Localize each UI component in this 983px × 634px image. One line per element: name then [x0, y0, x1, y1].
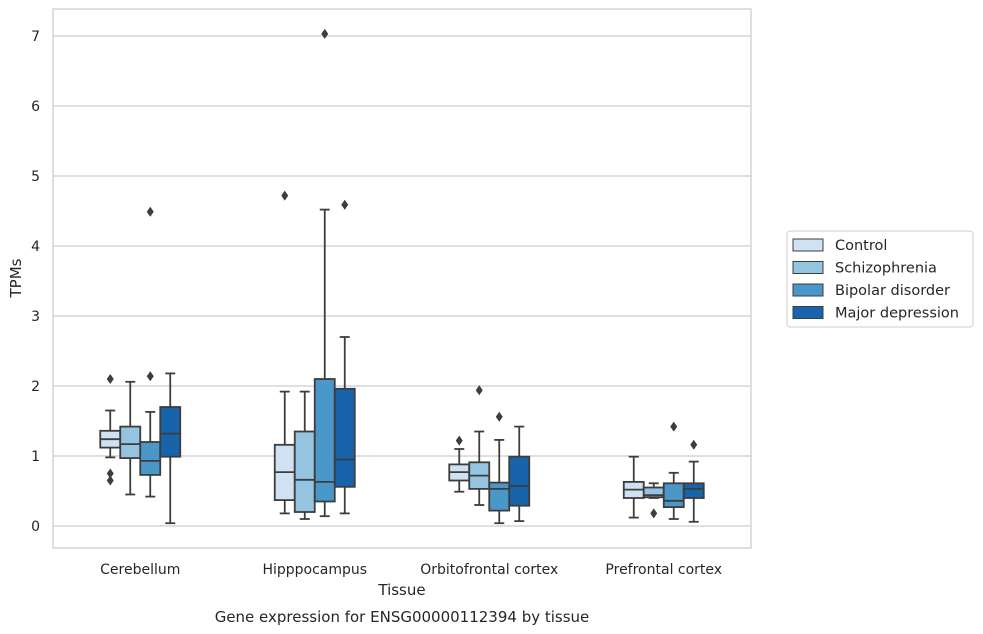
x-tick-labels: Cerebellum Hipppocampus Orbitofrontal cort…	[100, 562, 722, 578]
y-tick-label: 1	[31, 449, 40, 465]
iqr-box	[662, 482, 685, 508]
y-tick-label: 5	[31, 169, 40, 185]
x-axis-label: Tissue	[377, 581, 425, 599]
outlier-point	[106, 475, 114, 486]
x-tick-label: Prefrontal cortex	[605, 562, 722, 578]
legend-swatch	[792, 306, 824, 319]
legend-swatch	[792, 261, 824, 274]
plot-background	[53, 9, 751, 548]
y-tick-label: 7	[31, 29, 40, 45]
legend-frame	[786, 230, 974, 328]
iqr-box	[139, 441, 162, 476]
box-schizophrenia	[468, 385, 491, 506]
outlier-point	[106, 468, 114, 479]
y-axis-label: TPMs	[7, 258, 25, 298]
outlier-point	[475, 385, 483, 396]
box-major-depression	[159, 372, 182, 525]
plot-frame	[52, 8, 752, 549]
x-tick-label: Cerebellum	[100, 562, 180, 578]
outlier-point	[281, 190, 289, 201]
box-bipolar-disorder	[488, 411, 511, 525]
box-bipolar-disorder	[139, 206, 162, 498]
box-control	[448, 435, 471, 493]
x-tick-label: Orbitofrontal cortex	[420, 562, 558, 578]
chart-caption: Gene expression for ENSG00000112394 by t…	[215, 608, 590, 626]
outlier-point	[146, 371, 154, 382]
iqr-box	[313, 378, 336, 503]
outlier-point	[495, 411, 503, 422]
outlier-point	[690, 439, 698, 450]
box-major-depression	[333, 199, 356, 515]
legend-swatch	[792, 238, 824, 252]
iqr-box	[488, 481, 511, 512]
outlier-point	[455, 435, 463, 446]
legend-label: Control	[835, 238, 887, 254]
iqr-box	[119, 425, 142, 460]
y-tick-label: 6	[31, 99, 40, 115]
iqr-box	[508, 455, 531, 507]
x-tick-label: Hipppocampus	[262, 562, 367, 578]
y-tick-label: 4	[31, 239, 40, 255]
legend: Control Schizophrenia Bipolar disorder Majo…	[786, 230, 974, 328]
iqr-box	[293, 430, 316, 513]
outlier-point	[321, 28, 329, 39]
legend-swatch	[792, 283, 824, 297]
legend-label: Schizophrenia	[835, 261, 937, 277]
box-control	[99, 374, 122, 486]
y-tick-label: 0	[31, 519, 40, 535]
legend-label: Major depression	[835, 306, 959, 322]
outlier-point	[650, 508, 658, 519]
box-major-depression	[682, 439, 705, 523]
box-bipolar-disorder	[662, 421, 685, 520]
outlier-point	[670, 421, 678, 432]
outlier-point	[106, 374, 114, 384]
iqr-box	[159, 406, 182, 458]
y-tick-label: 3	[31, 309, 40, 325]
box-major-depression	[508, 425, 531, 522]
boxes	[99, 28, 705, 525]
iqr-box	[333, 387, 356, 488]
iqr-box	[682, 482, 705, 499]
y-tick-label: 2	[31, 379, 40, 395]
y-tick-labels: 0 1 2 3 4 5 6 7	[31, 29, 40, 535]
legend-label: Bipolar disorder	[835, 283, 950, 299]
outlier-point	[341, 199, 349, 210]
outlier-point	[146, 206, 154, 217]
